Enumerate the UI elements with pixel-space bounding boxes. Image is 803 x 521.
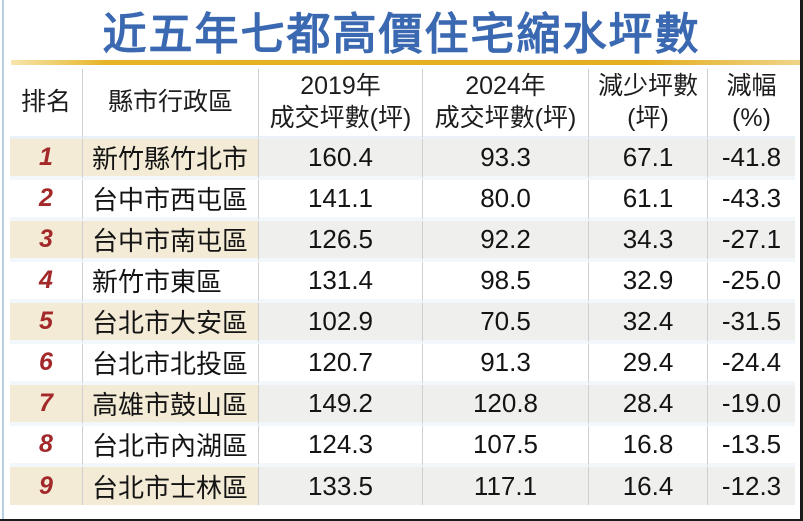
title-bar: 近五年七都高價住宅縮水坪數 [0, 0, 803, 60]
value-2024-cell: 80.0 [422, 180, 588, 221]
rank-cell: 1 [10, 139, 82, 180]
column-header-rank: 排名 [10, 69, 82, 139]
district-cell: 新竹市東區 [82, 262, 258, 303]
column-header-2024: 2024年 成交坪數(坪) [422, 69, 588, 139]
decrease-cell: 16.8 [588, 426, 707, 467]
value-2019-cell: 141.1 [258, 180, 422, 221]
rank-cell: 5 [10, 303, 82, 344]
value-2019-cell: 133.5 [258, 467, 422, 505]
page-bottom-border [0, 519, 803, 521]
column-header-decrease: 減少坪數 (坪) [588, 69, 707, 139]
district-cell: 台北市北投區 [82, 344, 258, 385]
decrease-cell: 16.4 [588, 467, 707, 505]
table-row: 5 台北市大安區 102.9 70.5 32.4 -31.5 [10, 303, 795, 344]
value-2019-cell: 131.4 [258, 262, 422, 303]
gold-divider [11, 60, 803, 65]
pct-cell: -31.5 [707, 303, 795, 344]
rank-cell: 6 [10, 344, 82, 385]
value-2024-cell: 107.5 [422, 426, 588, 467]
table-row: 1 新竹縣竹北市 160.4 93.3 67.1 -41.8 [10, 139, 795, 180]
value-2019-cell: 126.5 [258, 221, 422, 262]
table-row: 3 台中市南屯區 126.5 92.2 34.3 -27.1 [10, 221, 795, 262]
value-2024-cell: 93.3 [422, 139, 588, 180]
pct-cell: -13.5 [707, 426, 795, 467]
pct-cell: -41.8 [707, 139, 795, 180]
decrease-cell: 67.1 [588, 139, 707, 180]
rank-cell: 7 [10, 385, 82, 426]
district-cell: 台中市南屯區 [82, 221, 258, 262]
district-cell: 台北市士林區 [82, 467, 258, 505]
rank-cell: 4 [10, 262, 82, 303]
district-cell: 台中市西屯區 [82, 180, 258, 221]
page-title: 近五年七都高價住宅縮水坪數 [102, 10, 701, 59]
pct-cell: -27.1 [707, 221, 795, 262]
decrease-cell: 34.3 [588, 221, 707, 262]
table-row: 9 台北市士林區 133.5 117.1 16.4 -12.3 [10, 467, 795, 505]
page-right-border [800, 0, 803, 521]
table-row: 2 台中市西屯區 141.1 80.0 61.1 -43.3 [10, 180, 795, 221]
district-cell: 台北市內湖區 [82, 426, 258, 467]
column-header-district: 縣市行政區 [82, 69, 258, 139]
pct-cell: -24.4 [707, 344, 795, 385]
decrease-cell: 32.9 [588, 262, 707, 303]
table-row: 7 高雄市鼓山區 149.2 120.8 28.4 -19.0 [10, 385, 795, 426]
pct-cell: -19.0 [707, 385, 795, 426]
district-cell: 高雄市鼓山區 [82, 385, 258, 426]
column-header-pct: 減幅 (%) [707, 69, 795, 139]
value-2024-cell: 70.5 [422, 303, 588, 344]
page-left-border [2, 0, 4, 521]
header-row: 排名 縣市行政區 2019年 成交坪數(坪) 2024年 成交坪數(坪) 減少坪… [10, 69, 795, 139]
value-2024-cell: 120.8 [422, 385, 588, 426]
pct-cell: -43.3 [707, 180, 795, 221]
table-row: 6 台北市北投區 120.7 91.3 29.4 -24.4 [10, 344, 795, 385]
value-2024-cell: 117.1 [422, 467, 588, 505]
value-2019-cell: 120.7 [258, 344, 422, 385]
rank-cell: 9 [10, 467, 82, 505]
pct-cell: -25.0 [707, 262, 795, 303]
value-2019-cell: 149.2 [258, 385, 422, 426]
decrease-cell: 32.4 [588, 303, 707, 344]
rank-cell: 2 [10, 180, 82, 221]
value-2024-cell: 92.2 [422, 221, 588, 262]
rank-cell: 8 [10, 426, 82, 467]
value-2019-cell: 124.3 [258, 426, 422, 467]
district-cell: 台北市大安區 [82, 303, 258, 344]
district-cell: 新竹縣竹北市 [82, 139, 258, 180]
table-row: 8 台北市內湖區 124.3 107.5 16.8 -13.5 [10, 426, 795, 467]
table-row: 4 新竹市東區 131.4 98.5 32.9 -25.0 [10, 262, 795, 303]
rank-cell: 3 [10, 221, 82, 262]
column-header-2019: 2019年 成交坪數(坪) [258, 69, 422, 139]
value-2024-cell: 98.5 [422, 262, 588, 303]
value-2019-cell: 102.9 [258, 303, 422, 344]
value-2024-cell: 91.3 [422, 344, 588, 385]
decrease-cell: 61.1 [588, 180, 707, 221]
value-2019-cell: 160.4 [258, 139, 422, 180]
decrease-cell: 28.4 [588, 385, 707, 426]
housing-shrink-table: 排名 縣市行政區 2019年 成交坪數(坪) 2024年 成交坪數(坪) 減少坪… [10, 69, 795, 505]
pct-cell: -12.3 [707, 467, 795, 505]
decrease-cell: 29.4 [588, 344, 707, 385]
